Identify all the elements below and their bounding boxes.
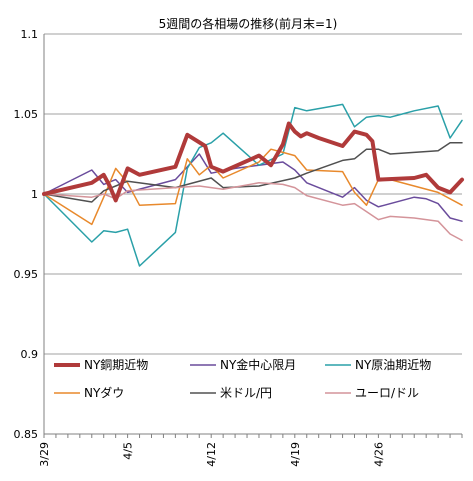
series-line-6 (43, 182, 463, 242)
y-tick-label: 0.85 (14, 428, 39, 441)
chart-title: 5週間の各相場の推移(前月末=1) (159, 16, 338, 31)
legend-label-5: 米ドル/円 (220, 386, 272, 400)
legend-label-1: NY銅期近物 (84, 358, 148, 372)
series-line-3 (43, 103, 463, 267)
y-tick-label: 0.95 (14, 268, 39, 281)
legend-label-3: NY原油期近物 (355, 358, 431, 372)
x-tick-label: 4/5 (122, 442, 135, 460)
x-tick-label: 4/19 (289, 442, 302, 467)
y-tick-label: 1.05 (14, 108, 39, 121)
x-tick-label: 4/26 (372, 442, 385, 467)
y-tick-label: 1 (31, 188, 38, 201)
x-tick-label: 4/12 (205, 442, 218, 467)
axis-layer: 0.85 0.9 0.95 1 1.05 1.1 3/29 4/5 4/12 4/19 4/26 (14, 28, 463, 467)
series-line-5 (43, 142, 463, 203)
legend-label-2: NY金中心限月 (220, 357, 296, 372)
legend-label-4: NYダウ (84, 385, 124, 400)
legend-label-6: ユーロ/ドル (355, 386, 419, 400)
x-tick-label: 3/29 (38, 442, 51, 467)
legend: NY銅期近物 NY金中心限月 NY原油期近物 NYダウ 米ドル/円 ユーロ/ドル (54, 357, 431, 400)
series-line-1 (42, 121, 464, 203)
grid-layer (44, 33, 462, 435)
series-layer (42, 103, 464, 267)
y-tick-label: 0.9 (21, 348, 39, 361)
y-tick-label: 1.1 (21, 28, 39, 41)
